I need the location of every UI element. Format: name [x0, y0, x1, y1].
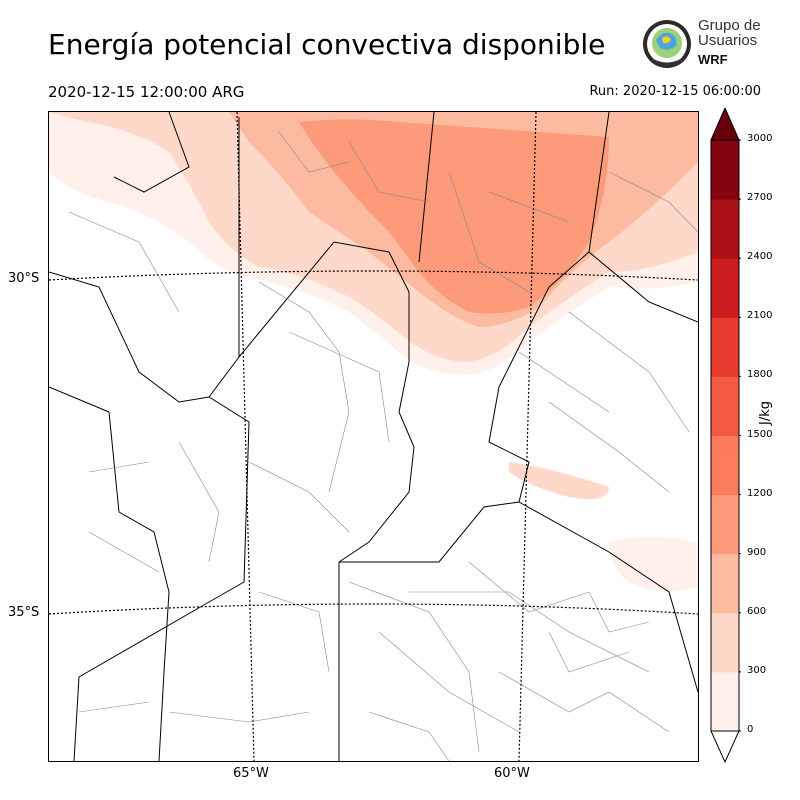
colorbar-extend-min [710, 730, 740, 764]
run-time: Run: 2020-12-15 06:00:00 [589, 84, 761, 99]
logo-line-2: Usuarios [698, 32, 758, 49]
lon-label-60w: 60°W [494, 766, 530, 781]
cape-patch-center [509, 462, 609, 500]
lat-label-35s: 35°S [8, 605, 40, 620]
logo-text: Grupo de Usuarios [698, 18, 761, 48]
graticule [49, 112, 698, 761]
lat-label-30s: 30°S [8, 271, 40, 286]
colorbar-band [711, 671, 739, 732]
lon-label-65w: 65°W [233, 766, 269, 781]
valid-time: 2020-12-15 12:00:00 ARG [48, 83, 245, 101]
department-boundaries [68, 131, 698, 761]
colorbar-band [711, 553, 739, 614]
colorbar-tick-label: 2400 [747, 251, 773, 263]
colorbar-band [711, 494, 739, 555]
colorbar-band [711, 435, 739, 496]
colorbar-band [711, 140, 739, 200]
colorbar-label: J/kg [758, 401, 773, 425]
globe-logo-icon [643, 20, 691, 68]
cape-map [49, 112, 698, 761]
colorbar-band [711, 258, 739, 318]
page-title: Energía potencial convectiva disponible [48, 28, 606, 61]
colorbar-band [711, 199, 739, 259]
wrf-logo: Grupo de Usuarios WRF [638, 16, 764, 74]
cape-patch-east [609, 537, 698, 591]
logo-wrf: WRF [698, 52, 728, 67]
colorbar-tick-label: 0 [747, 724, 754, 735]
colorbar-tick-label: 3000 [747, 133, 773, 144]
colorbar-tick-label: 300 [747, 664, 767, 676]
colorbar-band [711, 376, 739, 436]
colorbar-extend-max [710, 106, 740, 141]
colorbar-tick-label: 600 [747, 605, 767, 617]
colorbar-tick-label: 1800 [747, 369, 773, 381]
colorbar-band [711, 317, 739, 377]
colorbar-tick-label: 1200 [747, 487, 773, 499]
cape-shading [49, 112, 698, 591]
colorbar-tick-label: 900 [747, 546, 767, 558]
colorbar-svg [710, 106, 743, 764]
logo-line-1: Grupo de [698, 17, 761, 34]
colorbar-tick-label: 1500 [747, 428, 773, 440]
colorbar-tick-label: 2100 [747, 310, 773, 322]
map-panel[interactable] [48, 111, 699, 762]
colorbar [709, 106, 743, 764]
colorbar-band [711, 612, 739, 673]
colorbar-tick-label: 2700 [747, 192, 773, 204]
